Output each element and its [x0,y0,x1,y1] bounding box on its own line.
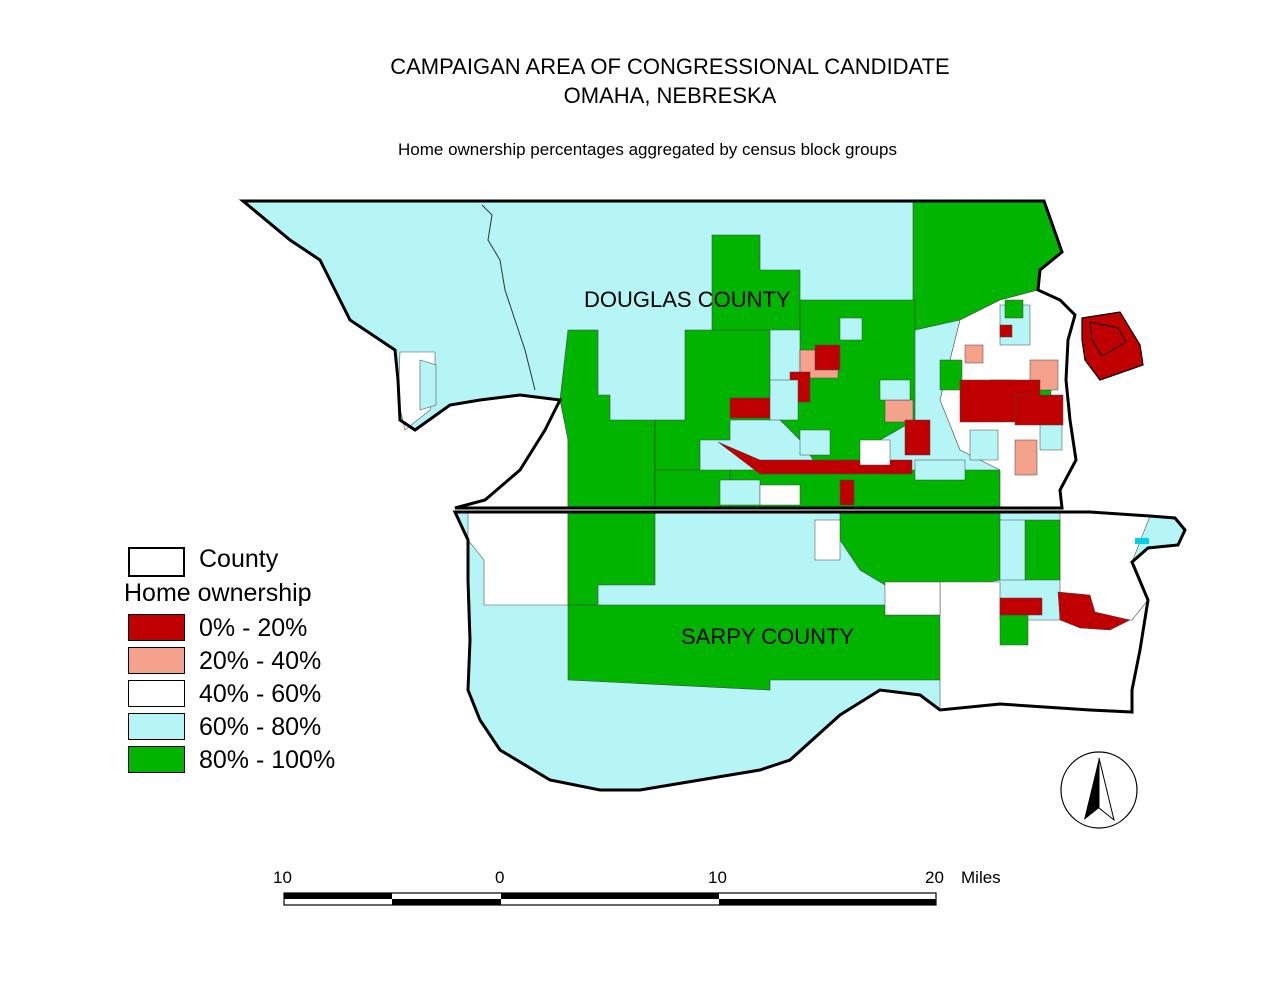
legend-class-swatch [128,614,185,641]
sarpy-cyan-block [999,519,1026,581]
cyan-block-group [719,479,761,506]
scale-bar [283,892,937,906]
dark-red-block-group [1014,394,1064,426]
sarpy-county-label: SARPY COUNTY [681,624,855,649]
map-title-line-1: CAMPAIGAN AREA OF CONGRESSIONAL CANDIDAT… [390,54,950,79]
scale-tick-label: 20 [925,868,944,887]
cyan-block-group [799,429,831,456]
sarpy-dark-red-block [999,597,1043,616]
north-arrow-icon [1060,751,1138,829]
white-block-group [859,439,891,466]
dark-red-block-group [999,324,1013,338]
legend-county-label: County [199,545,279,573]
sarpy-white-block [814,519,841,561]
dark-red-lake-parcel [1081,311,1144,381]
legend-class-swatch [128,680,185,707]
legend-class-label: 0% - 20% [199,614,308,642]
douglas-cyan-strip [419,359,437,411]
sarpy-white-block [884,581,941,616]
scale-tick-label: 0 [495,868,505,887]
douglas-green-southwest [654,469,731,509]
dark-red-block-group [839,479,855,506]
dark-red-block-group [904,419,931,456]
cyan-block-group [879,379,911,401]
legend-county-swatch [128,547,185,577]
legend-class-swatch [128,647,185,674]
legend-class-label: 60% - 80% [199,713,322,741]
sarpy-green-block [999,614,1029,646]
douglas-county-outline [238,199,1078,510]
cyan-block-group [839,317,863,341]
legend-class-swatch [128,746,185,773]
urban-green-patch [1004,299,1024,319]
white-block-group [759,484,801,506]
scale-unit-label: Miles [961,868,1001,887]
sarpy-county-outline [452,510,1187,792]
map-title-line-2: OMAHA, NEBRESKA [563,83,777,108]
sarpy-green-block [1024,519,1061,581]
legend-class-swatch [128,713,185,740]
lake-outline [1089,321,1127,357]
cyan-block-group [769,379,799,421]
dark-red-block-group [814,344,841,371]
salmon-block-group [964,344,984,364]
cyan-block-group [914,459,966,481]
dark-red-block-group [729,397,773,419]
map-subtitle: Home ownership percentages aggregated by… [398,140,897,159]
urban-green-patch [939,359,963,391]
douglas-county-label: DOUGLAS COUNTY [584,287,791,312]
river-line [481,204,536,391]
douglas-green-north [711,234,801,331]
scale-tick-label: 10 [708,868,727,887]
legend-class-label: 20% - 40% [199,647,322,675]
legend-title: Home ownership [124,579,312,607]
legend-class-label: 80% - 100% [199,746,336,774]
urban-cyan-patch [969,429,999,461]
legend-class-label: 40% - 60% [199,680,322,708]
salmon-block-group [1014,439,1038,476]
scale-tick-label: 10 [273,868,292,887]
sarpy-dark-red-block [1057,591,1131,631]
dark-red-corridor [717,441,913,475]
sarpy-cyan-block [1135,538,1149,544]
salmon-block-group [884,399,914,423]
